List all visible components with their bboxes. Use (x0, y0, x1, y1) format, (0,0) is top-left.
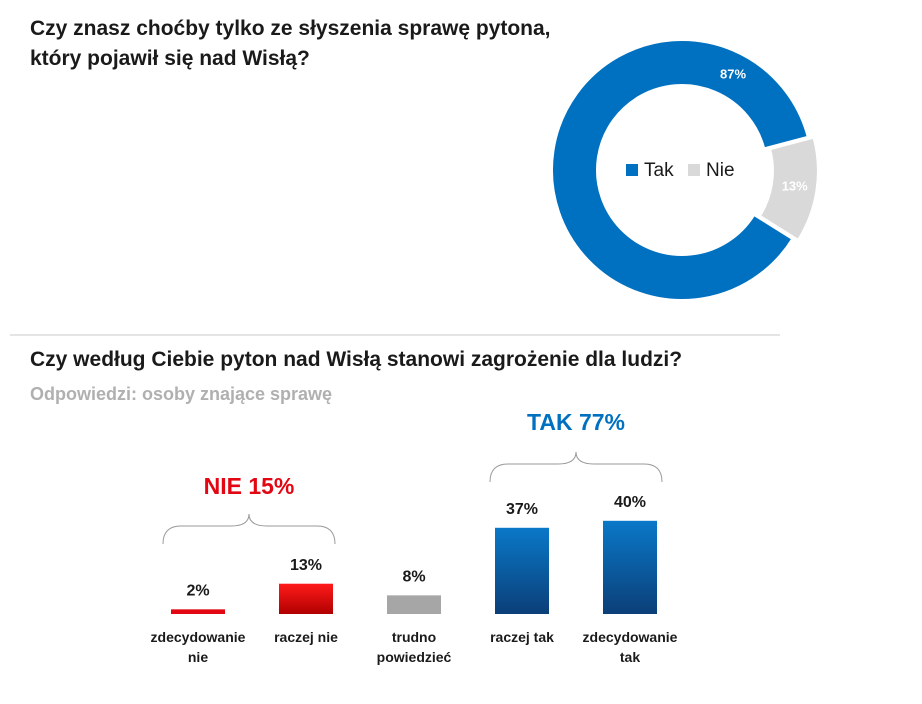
annotation: NIE 15% (204, 473, 295, 499)
legend-label: Tak (644, 160, 674, 181)
data-label: 87% (720, 66, 746, 81)
x-tick-label: raczej nie (274, 629, 338, 645)
bar (495, 527, 549, 614)
bar (279, 583, 333, 614)
bar (603, 520, 657, 614)
bar-subtitle: Odpowiedzi: osoby znające sprawę (30, 384, 333, 404)
x-tick-label: zdecydowanie tak (582, 629, 678, 665)
brace (489, 451, 663, 483)
x-tick-label: trudno powiedzieć (376, 629, 452, 665)
bar-title: Czy według Ciebie pyton nad Wisłą stanow… (30, 348, 683, 371)
donut-segment (551, 39, 809, 301)
data-label: 37% (506, 501, 538, 518)
data-label: 8% (402, 569, 425, 586)
bar (171, 609, 225, 614)
data-label: 40% (614, 494, 646, 511)
legend-swatch (688, 164, 700, 176)
annotation: TAK 77% (527, 409, 625, 435)
brace (162, 513, 336, 545)
legend-label: Nie (706, 160, 735, 181)
bar (387, 595, 441, 614)
data-label: 13% (290, 557, 322, 574)
x-tick-label: zdecydowanie nie (150, 629, 246, 665)
donut-segment (758, 136, 819, 242)
data-label: 13% (782, 178, 808, 193)
data-label: 2% (186, 583, 209, 600)
x-tick-label: raczej tak (490, 629, 554, 645)
legend-swatch (626, 164, 638, 176)
donut-title: Czy znasz choćby tylko ze słyszenia spra… (30, 17, 551, 70)
